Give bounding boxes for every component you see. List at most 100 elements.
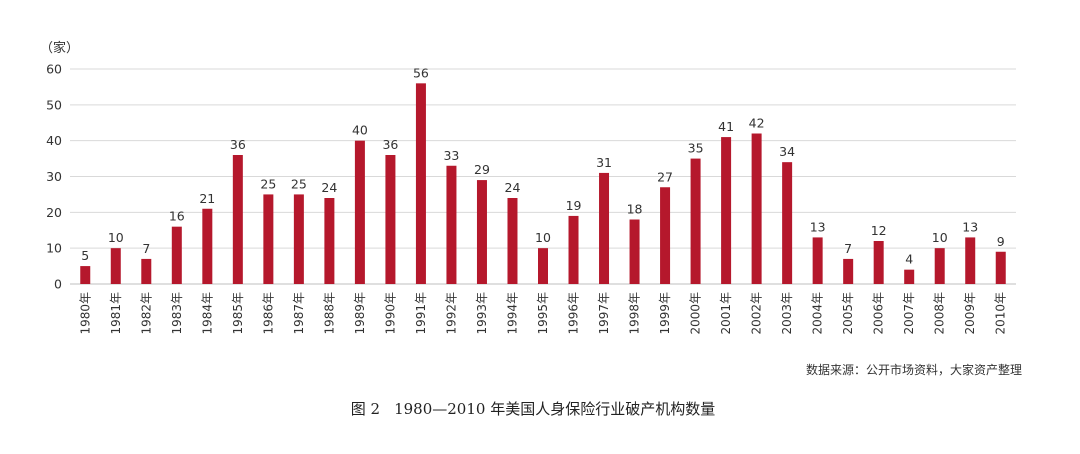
x-tick-label: 2004年 bbox=[811, 292, 825, 335]
data-label: 24 bbox=[505, 180, 521, 195]
bar bbox=[751, 133, 762, 284]
bar bbox=[599, 172, 610, 284]
data-label: 25 bbox=[260, 176, 276, 191]
x-tick-label: 2008年 bbox=[933, 292, 947, 335]
figure-number: 图 2 bbox=[350, 400, 381, 418]
data-label: 42 bbox=[749, 116, 765, 131]
x-tick-label: 1993年 bbox=[475, 292, 489, 335]
x-tick-label: 2000年 bbox=[689, 292, 703, 335]
data-label: 25 bbox=[291, 176, 307, 191]
x-tick-label: 1998年 bbox=[628, 292, 642, 335]
data-label: 12 bbox=[871, 223, 887, 238]
bar bbox=[690, 158, 701, 284]
bar bbox=[354, 140, 365, 284]
x-tick-label: 1983年 bbox=[170, 292, 184, 335]
x-tick-label: 1987年 bbox=[292, 292, 306, 335]
bar bbox=[324, 198, 335, 284]
x-tick-label: 1989年 bbox=[353, 292, 367, 335]
x-tick-label: 2003年 bbox=[780, 292, 794, 335]
bar bbox=[660, 187, 671, 284]
bar bbox=[415, 83, 426, 284]
bar bbox=[446, 165, 457, 284]
data-label: 18 bbox=[627, 202, 643, 217]
data-label: 31 bbox=[596, 155, 612, 170]
bar bbox=[629, 219, 640, 284]
x-tick-label: 1999年 bbox=[658, 292, 672, 335]
data-label: 29 bbox=[474, 162, 490, 177]
data-label: 36 bbox=[230, 137, 246, 152]
figure-title: 1980—2010 年美国人身保险行业破产机构数量 bbox=[394, 400, 716, 418]
data-label: 19 bbox=[566, 198, 582, 213]
bar bbox=[141, 258, 152, 284]
bar bbox=[293, 194, 304, 284]
data-label: 10 bbox=[932, 230, 948, 245]
bar bbox=[538, 248, 548, 284]
data-label: 41 bbox=[718, 119, 734, 134]
y-tick-label: 20 bbox=[46, 205, 62, 220]
data-label: 40 bbox=[352, 123, 368, 138]
y-tick-label: 0 bbox=[54, 277, 62, 292]
data-label: 56 bbox=[413, 65, 429, 80]
x-tick-label: 2009年 bbox=[963, 292, 977, 335]
x-tick-label: 1985年 bbox=[231, 292, 245, 335]
y-tick-label: 10 bbox=[46, 241, 62, 256]
data-label: 13 bbox=[962, 219, 978, 234]
data-label: 10 bbox=[108, 230, 124, 245]
x-tick-label: 2005年 bbox=[841, 292, 855, 335]
y-tick-label: 30 bbox=[46, 169, 62, 184]
x-tick-label: 1994年 bbox=[505, 292, 519, 335]
x-tick-label: 1986年 bbox=[261, 292, 275, 335]
x-tick-label: 1995年 bbox=[536, 292, 550, 335]
x-tick-label: 2002年 bbox=[750, 292, 764, 335]
y-tick-label: 50 bbox=[46, 97, 62, 112]
x-tick-label: 1990年 bbox=[383, 292, 397, 335]
data-label: 36 bbox=[382, 137, 398, 152]
data-label: 7 bbox=[142, 241, 150, 256]
x-tick-label: 1988年 bbox=[322, 292, 336, 335]
bar bbox=[202, 208, 213, 284]
data-label: 9 bbox=[997, 234, 1005, 249]
bar bbox=[782, 162, 793, 284]
bar bbox=[934, 248, 945, 284]
bar bbox=[80, 266, 91, 284]
bar bbox=[476, 180, 487, 284]
bar bbox=[568, 215, 579, 284]
y-axis-unit-label: （家） bbox=[40, 41, 80, 56]
bar bbox=[385, 155, 396, 284]
data-label: 27 bbox=[657, 169, 673, 184]
bar bbox=[232, 155, 243, 284]
data-label: 34 bbox=[779, 144, 795, 159]
data-label: 21 bbox=[199, 191, 215, 206]
data-label: 35 bbox=[688, 141, 704, 156]
data-label: 5 bbox=[81, 248, 89, 263]
bar bbox=[873, 241, 884, 284]
x-tick-label: 2007年 bbox=[902, 292, 916, 335]
x-tick-label: 2010年 bbox=[994, 292, 1008, 335]
bar bbox=[507, 198, 518, 284]
bar bbox=[843, 258, 854, 284]
figure-caption: 图 2 1980—2010 年美国人身保险行业破产机构数量 bbox=[0, 398, 1080, 419]
y-tick-label: 40 bbox=[46, 133, 62, 148]
y-tick-label: 60 bbox=[46, 62, 62, 77]
data-label: 4 bbox=[905, 252, 913, 267]
x-tick-label: 1982年 bbox=[139, 292, 153, 335]
data-label: 7 bbox=[844, 241, 852, 256]
data-label: 33 bbox=[443, 148, 459, 163]
bar bbox=[171, 226, 182, 284]
bar bbox=[965, 237, 976, 284]
x-tick-label: 2001年 bbox=[719, 292, 733, 335]
bar bbox=[812, 237, 823, 284]
x-tick-label: 1981年 bbox=[109, 292, 123, 335]
x-tick-label: 1984年 bbox=[200, 292, 214, 335]
data-label: 24 bbox=[321, 180, 337, 195]
bar bbox=[904, 269, 915, 284]
x-tick-label: 2006年 bbox=[872, 292, 886, 335]
source-note: 数据来源：公开市场资料，大家资产整理 bbox=[805, 363, 1022, 377]
bar bbox=[995, 251, 1006, 284]
x-tick-label: 1997年 bbox=[597, 292, 611, 335]
data-label: 13 bbox=[810, 219, 826, 234]
x-tick-label: 1980年 bbox=[78, 292, 92, 335]
bar bbox=[721, 137, 732, 284]
